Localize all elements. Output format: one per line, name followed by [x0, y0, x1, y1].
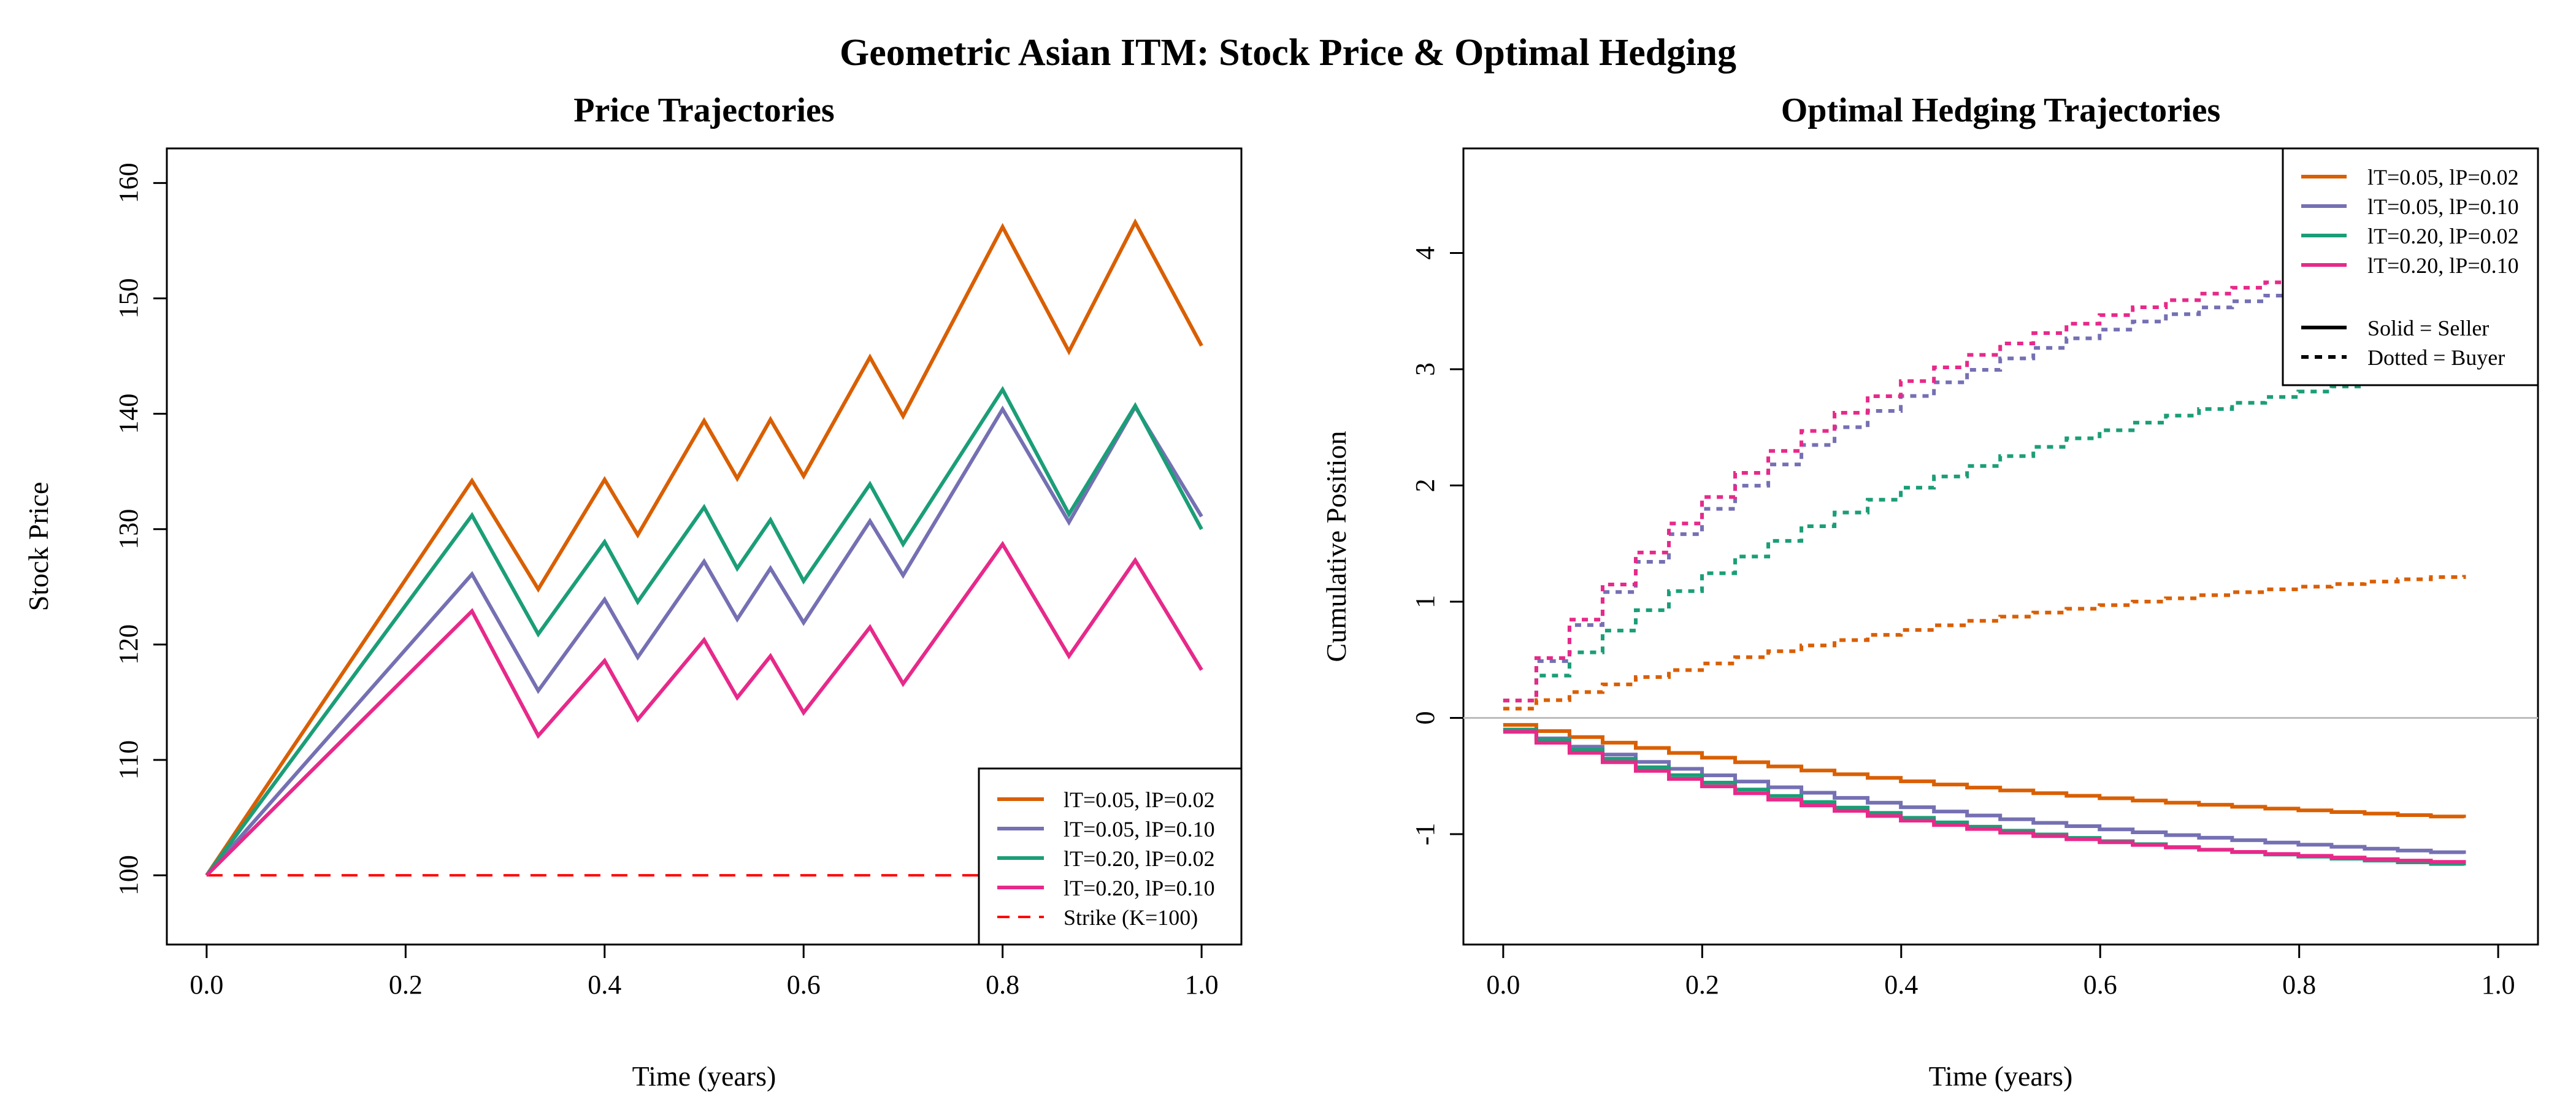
price-xtick-label: 0.0: [190, 970, 223, 1000]
series-lt-0-20-lp-0-02: [205, 386, 1203, 876]
series-lt-0-20-lp-0-10-seller: [1503, 730, 2466, 864]
hedging-xtick-label: 0.0: [1486, 970, 1520, 1000]
hedging-xtick-label: 0.4: [1884, 970, 1918, 1000]
hedging-ytick-label: 2: [1410, 479, 1440, 493]
price-ytick-label: 150: [113, 278, 144, 319]
price-xtick-label: 0.2: [389, 970, 423, 1000]
hedging-ytick-label: -1: [1410, 823, 1440, 846]
price-xtick-label: 0.8: [986, 970, 1019, 1000]
series-lt-0-05-lp-0-10: [205, 403, 1203, 877]
series-lt-0-05-lp-0-02: [205, 218, 1203, 876]
hedging-legend-style-label: Dotted = Buyer: [2367, 345, 2505, 370]
price-legend: lT=0.05, lP=0.02 lT=0.05, lP=0.10 lT=0.20,…: [978, 767, 1243, 946]
price-ylabel: Stock Price: [23, 482, 54, 611]
figure-title: Geometric Asian ITM: Stock Price & Optim…: [840, 32, 1736, 74]
hedging-panel: Optimal Hedging Trajectories 0.0 0.2 0.4 0.…: [1321, 91, 2539, 1092]
price-ytick-label: 140: [113, 394, 144, 434]
price-ytick-label: 120: [113, 624, 144, 665]
series-lt-0-05-lp-0-02-seller: [1503, 723, 2466, 819]
price-ytick-label: 110: [113, 740, 144, 780]
price-xtick-label: 0.6: [787, 970, 821, 1000]
price-legend-label: lT=0.20, lP=0.02: [1064, 846, 1215, 871]
hedging-ytick-label: 3: [1410, 362, 1440, 376]
hedging-legend-label: lT=0.20, lP=0.02: [2367, 224, 2519, 248]
hedging-plot-frame: [1462, 147, 2539, 946]
price-legend-label: Strike (K=100): [1064, 905, 1198, 930]
price-legend-label: lT=0.05, lP=0.10: [1064, 817, 1215, 841]
series-lt-0-20-lp-0-02-buyer: [1503, 369, 2466, 703]
hedging-xtick-label: 0.8: [2282, 970, 2316, 1000]
hedging-legend-label: lT=0.05, lP=0.02: [2367, 165, 2519, 190]
hedging-xtick-label: 0.6: [2083, 970, 2117, 1000]
price-legend-label: lT=0.05, lP=0.02: [1064, 788, 1215, 812]
price-panel-title: Price Trajectories: [573, 91, 834, 129]
hedging-xtick-label: 1.0: [2482, 970, 2515, 1000]
hedging-panel-title: Optimal Hedging Trajectories: [1781, 91, 2221, 129]
hedging-legend-label: lT=0.20, lP=0.10: [2367, 253, 2519, 278]
hedging-legend-style-label: Solid = Seller: [2367, 316, 2489, 340]
price-xtick-label: 0.4: [588, 970, 621, 1000]
hedging-legend: lT=0.05, lP=0.02 lT=0.05, lP=0.10 lT=0.20,…: [2282, 147, 2539, 386]
price-xtick-label: 1.0: [1185, 970, 1219, 1000]
price-legend-label: lT=0.20, lP=0.10: [1064, 876, 1215, 900]
price-ytick-label: 130: [113, 509, 144, 550]
hedging-ytick-label: 4: [1410, 247, 1440, 260]
series-lt-0-05-lp-0-02-buyer: [1503, 575, 2466, 711]
hedging-ytick-label: 1: [1410, 595, 1440, 608]
hedging-ytick-label: 0: [1410, 711, 1440, 724]
hedging-xtick-label: 0.2: [1685, 970, 1719, 1000]
price-ytick-label: 100: [113, 855, 144, 895]
price-plot-frame: [166, 147, 1243, 946]
hedging-xlabel: Time (years): [1929, 1060, 2073, 1092]
hedging-ylabel: Cumulative Position: [1321, 431, 1352, 662]
series-lt-0-20-lp-0-10: [205, 540, 1203, 877]
price-panel: Price Trajectories 0.0 0.2 0.4 0.6 0.8 1.0 10…: [23, 91, 1243, 1092]
price-ytick-label: 160: [113, 163, 144, 203]
hedging-legend-label: lT=0.05, lP=0.10: [2367, 194, 2519, 219]
price-xlabel: Time (years): [632, 1060, 776, 1092]
